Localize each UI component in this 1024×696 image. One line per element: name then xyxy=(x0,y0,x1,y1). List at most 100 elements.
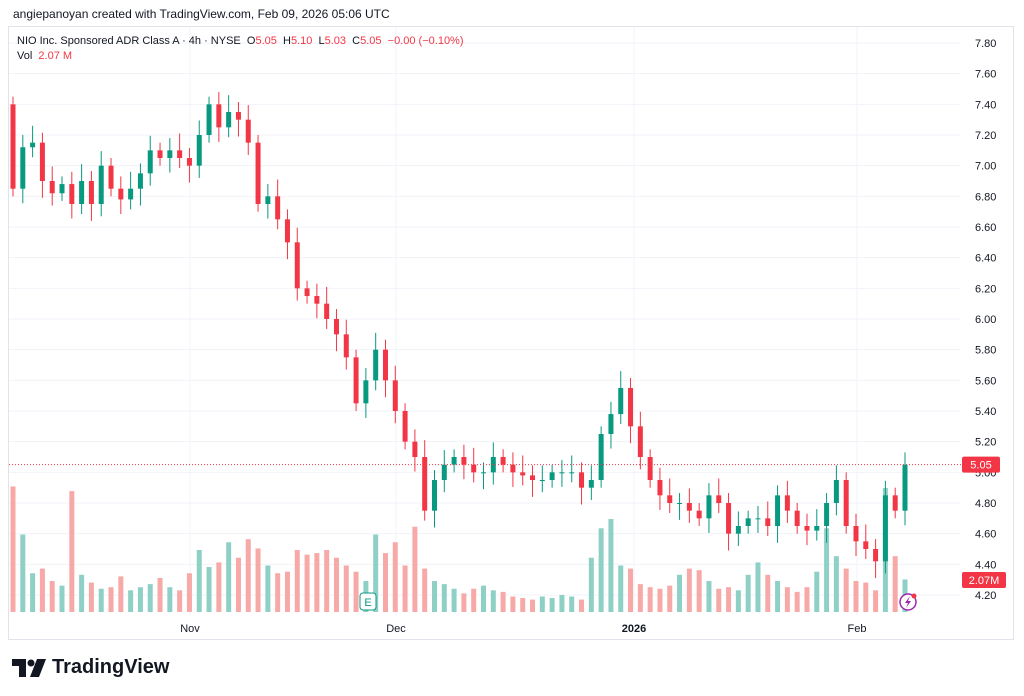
candle[interactable] xyxy=(608,414,614,435)
candle[interactable] xyxy=(647,457,653,481)
candle[interactable] xyxy=(686,503,692,511)
candle[interactable] xyxy=(128,188,134,200)
candle[interactable] xyxy=(481,472,487,474)
candle[interactable] xyxy=(373,349,379,381)
candle[interactable] xyxy=(775,495,781,527)
candle[interactable] xyxy=(147,150,153,174)
candle[interactable] xyxy=(696,510,702,519)
candle[interactable] xyxy=(510,464,516,473)
candle[interactable] xyxy=(804,526,810,531)
candle[interactable] xyxy=(598,434,604,481)
candle[interactable] xyxy=(177,150,183,159)
candle[interactable] xyxy=(765,518,771,527)
candle[interactable] xyxy=(628,388,634,427)
candle[interactable] xyxy=(157,150,163,159)
candle[interactable] xyxy=(59,184,65,194)
candle[interactable] xyxy=(618,388,624,415)
candle[interactable] xyxy=(88,181,94,205)
candle[interactable] xyxy=(843,480,849,527)
candle[interactable] xyxy=(245,119,251,143)
candle[interactable] xyxy=(431,480,437,511)
candle[interactable] xyxy=(294,242,300,289)
candle[interactable] xyxy=(265,196,271,205)
candle[interactable] xyxy=(588,480,594,488)
candle[interactable] xyxy=(216,104,222,128)
candle[interactable] xyxy=(755,518,761,520)
candle[interactable] xyxy=(667,495,673,504)
candle[interactable] xyxy=(892,495,898,511)
candle[interactable] xyxy=(79,181,85,205)
candle[interactable] xyxy=(304,288,310,297)
price-tick: 5.40 xyxy=(975,406,996,418)
candle[interactable] xyxy=(226,112,232,128)
candle[interactable] xyxy=(735,526,741,534)
candle[interactable] xyxy=(490,457,496,473)
candle[interactable] xyxy=(902,464,908,511)
candle[interactable] xyxy=(824,503,830,527)
candle[interactable] xyxy=(69,184,75,205)
candle[interactable] xyxy=(167,150,173,159)
candle[interactable] xyxy=(530,475,536,481)
candle[interactable] xyxy=(206,104,212,136)
candle[interactable] xyxy=(569,472,575,474)
candle[interactable] xyxy=(392,380,398,412)
candle[interactable] xyxy=(98,165,104,205)
candle[interactable] xyxy=(422,457,428,511)
candle[interactable] xyxy=(745,518,751,527)
candle[interactable] xyxy=(579,472,585,488)
candle[interactable] xyxy=(677,503,683,505)
candle[interactable] xyxy=(255,142,261,205)
volume-bar xyxy=(637,584,643,612)
candle[interactable] xyxy=(363,380,369,404)
candle[interactable] xyxy=(794,510,800,527)
candle[interactable] xyxy=(441,464,447,481)
candle[interactable] xyxy=(726,503,732,534)
candle[interactable] xyxy=(882,495,888,562)
candle[interactable] xyxy=(833,480,839,504)
candle[interactable] xyxy=(814,526,820,531)
candle[interactable] xyxy=(500,457,506,465)
candle[interactable] xyxy=(353,357,359,404)
candle[interactable] xyxy=(402,411,408,442)
candle[interactable] xyxy=(559,472,565,474)
candle[interactable] xyxy=(196,135,202,166)
candle[interactable] xyxy=(461,457,467,465)
symbol-name[interactable]: NIO Inc. Sponsored ADR Class A · 4h · NY… xyxy=(17,35,241,47)
candle[interactable] xyxy=(39,142,45,182)
candle[interactable] xyxy=(784,495,790,511)
candle[interactable] xyxy=(637,426,643,458)
candle[interactable] xyxy=(314,296,320,304)
candle[interactable] xyxy=(716,495,722,504)
candle[interactable] xyxy=(235,112,241,120)
candle[interactable] xyxy=(451,457,457,465)
lightning-icon[interactable] xyxy=(899,593,917,611)
candle[interactable] xyxy=(873,549,879,562)
candle[interactable] xyxy=(10,104,16,189)
candle[interactable] xyxy=(324,303,330,320)
candle[interactable] xyxy=(275,196,281,220)
candle[interactable] xyxy=(284,219,290,243)
volume-bar xyxy=(196,550,202,612)
candle[interactable] xyxy=(853,526,859,542)
chart-frame[interactable] xyxy=(8,26,1014,640)
candle[interactable] xyxy=(539,480,545,482)
candle[interactable] xyxy=(706,495,712,519)
candle[interactable] xyxy=(520,472,526,476)
candle[interactable] xyxy=(118,188,124,200)
candle[interactable] xyxy=(382,349,388,381)
candle[interactable] xyxy=(108,165,114,189)
candle[interactable] xyxy=(412,441,418,458)
candle[interactable] xyxy=(137,173,143,189)
candle[interactable] xyxy=(471,464,477,473)
candle[interactable] xyxy=(20,147,26,189)
candle[interactable] xyxy=(186,158,192,166)
candle[interactable] xyxy=(549,472,555,481)
candle[interactable] xyxy=(333,319,339,335)
candle[interactable] xyxy=(863,541,869,550)
earnings-marker[interactable] xyxy=(359,592,377,611)
candle[interactable] xyxy=(657,480,663,496)
candle[interactable] xyxy=(30,142,36,148)
candle[interactable] xyxy=(49,181,55,194)
candle[interactable] xyxy=(343,334,349,358)
